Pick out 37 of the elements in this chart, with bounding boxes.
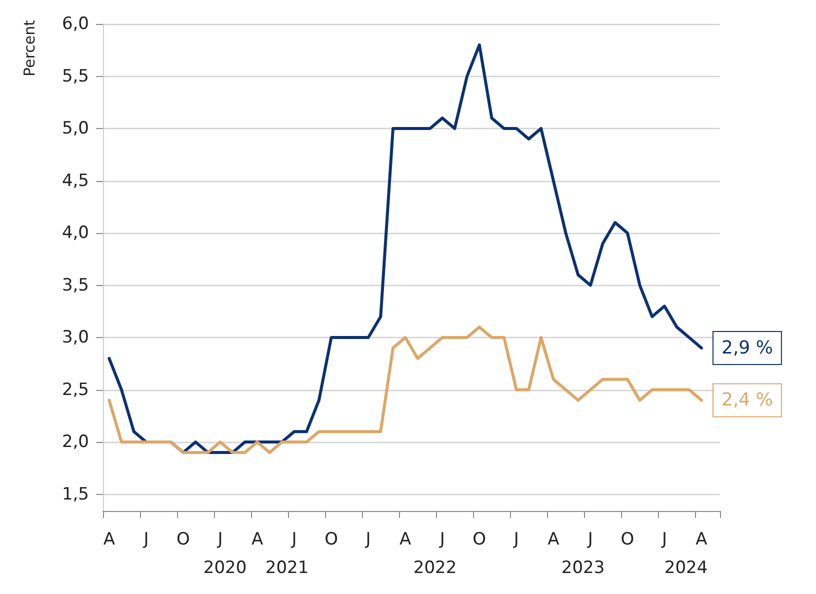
text: 2022: [413, 558, 457, 578]
line-series: [108, 326, 703, 454]
x-tick-label: J: [438, 530, 445, 550]
x-tick-label: J: [586, 530, 593, 550]
y-tick-label: 1,5: [62, 484, 89, 504]
y-tick-label: 5,5: [62, 66, 89, 86]
y-tick-label: 3,5: [62, 275, 89, 296]
x-tick-label: A: [251, 530, 264, 550]
y-tick-label: 4,0: [62, 223, 89, 244]
data-label: 2,4 %: [721, 390, 773, 411]
data-label: 2,9 %: [721, 337, 773, 358]
text: 2020: [203, 558, 247, 578]
x-tick-label: A: [400, 530, 412, 550]
x-tick-label: O: [324, 530, 338, 550]
line-series: [108, 43, 703, 454]
x-tick-label: A: [548, 530, 560, 550]
x-tick-label: A: [696, 530, 708, 550]
x-tick-label: J: [142, 530, 149, 550]
x-tick-label: O: [472, 530, 486, 550]
x-tick-label: A: [103, 530, 116, 550]
y-tick-label: 5,0: [62, 118, 89, 139]
x-tick-label: O: [176, 530, 190, 550]
x-tick-label: J: [216, 530, 223, 550]
y-tick-label: 4,5: [62, 170, 89, 191]
y-tick-label: 2,0: [62, 432, 89, 452]
x-tick-label: J: [660, 530, 667, 550]
x-tick-label: J: [512, 530, 519, 550]
y-axis-title: Percent: [20, 20, 38, 76]
text: 2023: [561, 558, 605, 578]
x-tick-label: J: [290, 530, 297, 550]
text: 2021: [265, 558, 309, 578]
x-tick-label: O: [620, 530, 634, 550]
y-tick-label: 2,5: [62, 380, 89, 400]
x-tick-label: J: [364, 530, 371, 550]
text: 2024: [664, 558, 708, 578]
y-tick-label: 3,0: [62, 328, 89, 348]
y-tick-label: 6,0: [62, 14, 89, 34]
